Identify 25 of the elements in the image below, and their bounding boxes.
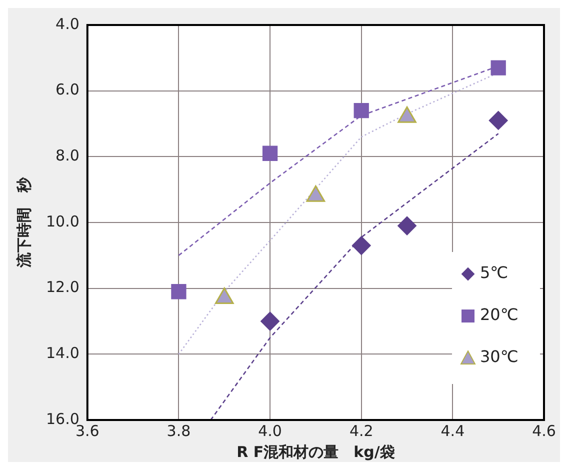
x-tick-label: 4.0 xyxy=(258,422,282,440)
x-tick-label: 4.6 xyxy=(532,422,556,440)
legend-label: 5℃ xyxy=(480,263,508,282)
point xyxy=(490,60,506,76)
point xyxy=(488,110,508,130)
y-tick-label: 10.0 xyxy=(46,212,80,230)
point xyxy=(354,103,369,118)
y-tick-label: 8.0 xyxy=(56,146,80,165)
y-axis-title: 流下時間 秒 xyxy=(14,176,33,268)
point xyxy=(398,216,417,236)
point xyxy=(260,312,280,331)
y-tick-label: 16.0 xyxy=(46,410,80,428)
legend-label: 20℃ xyxy=(480,305,518,324)
legend-label: 30℃ xyxy=(480,347,518,366)
point xyxy=(262,146,278,161)
y-tick-label: 4.0 xyxy=(56,14,80,33)
y-tick-label: 14.0 xyxy=(46,344,80,362)
point xyxy=(352,236,371,256)
point xyxy=(171,284,186,300)
x-tick-label: 4.2 xyxy=(349,422,374,440)
y-tick-label: 12.0 xyxy=(46,278,80,296)
x-tick-label: 4.4 xyxy=(440,422,465,440)
y-tick-label: 6.0 xyxy=(56,80,80,99)
x-tick-label: 3.8 xyxy=(166,422,191,440)
x-axis-title: R F混和材の量 kg/袋 xyxy=(236,442,395,461)
